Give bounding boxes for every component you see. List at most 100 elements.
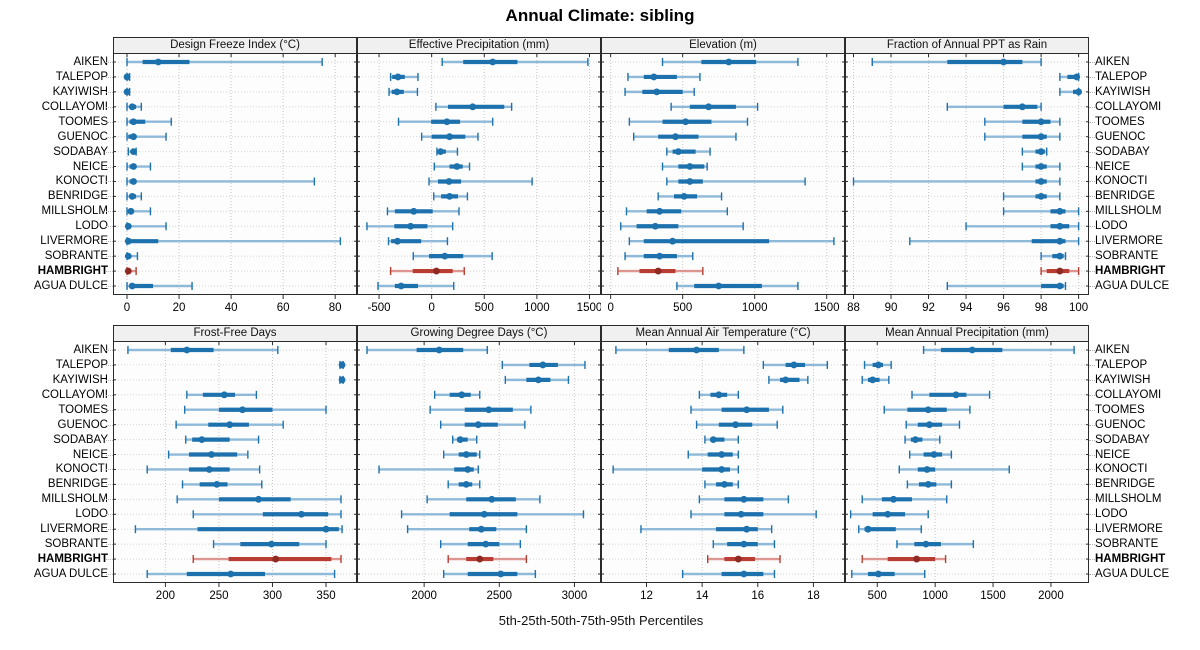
median-dot [268,540,275,548]
label-leader-line [106,211,113,213]
median-dot [130,133,137,141]
x-tick-label: 250 [209,590,228,602]
interval-row-toomes [397,117,494,126]
site-label-sobrante: SOBRANTE [44,250,108,263]
median-dot [680,193,688,200]
site-label-konocti: KONOCTI [1095,463,1148,476]
site-label-hambright: HAMBRIGHT [1095,553,1166,566]
label-leader-line [106,106,113,108]
interval-row-livermore [909,237,1080,246]
median-dot [469,103,477,111]
median-dot [653,88,661,96]
interval-row-guenoc [420,132,479,141]
site-label-lodo: LODO [75,220,108,233]
interval-row-guenoc [905,420,961,429]
label-leader-line [1089,62,1095,63]
site-label-benridge: BENRIDGE [1095,478,1156,491]
site-label-kayiwish: KAYIWISH [1095,373,1151,386]
median-dot [462,481,470,488]
label-leader-line [106,76,113,78]
median-dot [124,267,132,275]
interval-row-sodabay [904,435,941,444]
interval-row-neice [661,162,708,171]
label-leader-line [1089,106,1095,108]
median-dot [410,207,418,215]
site-label-hambright: HAMBRIGHT [1095,265,1166,278]
median-dot [445,178,453,185]
label-leader-line [1089,514,1095,516]
label-leader-line [1089,151,1095,153]
x-tick-label: 60 [277,302,290,314]
label-leader-line [106,350,113,351]
median-dot [650,73,658,81]
x-tick-label: 500 [475,302,494,314]
median-dot [435,346,443,354]
site-label-benridge: BENRIDGE [47,190,108,203]
x-axis-caption: 5th-25th-50th-75th-95th Percentiles [498,613,704,628]
x-tick-label: 1000 [922,590,948,602]
site-label-toomes: TOOMES [1095,403,1145,416]
interval-row-hambright [192,555,342,564]
median-dot [485,406,493,414]
median-dot [1056,282,1064,290]
interval-row-collayomi [946,102,1042,111]
label-leader-line [106,514,113,516]
interval-row-aiken [661,58,799,66]
interval-row-benridge [906,480,953,489]
site-label-sodabay: SODABAY [53,433,108,446]
median-dot [534,376,542,384]
median-dot [130,148,137,155]
median-dot [297,510,305,518]
label-leader-line [106,91,113,93]
panel-fraction-of-annual-ppt-as-rain: Fraction of Annual PPT as Rain 88 90 92 94 96… [845,37,1089,317]
x-tick-label: 40 [225,302,238,314]
label-leader-line [1089,544,1095,546]
label-leader-line [1089,241,1095,243]
panel-growing-degree-days-c: Growing Degree Days (°C) 2000 2500 3000 [357,325,601,605]
interval-row-benridge [433,192,469,201]
median-dot [1056,252,1064,260]
interval-row-hambright [617,267,704,276]
interval-row-sodabay [704,435,739,444]
interval-row-sodabay [666,147,711,156]
interval-row-toomes [690,405,784,414]
site-label-lodo: LODO [75,508,108,521]
label-leader-line [1089,484,1095,486]
label-leader-line [106,136,113,138]
label-leader-line [106,226,113,228]
median-dot [715,282,723,290]
interval-row-neice [126,162,152,171]
site-label-collayomi: COLLAYOMI [1095,388,1162,401]
site-label-collayomi: COLLAYOMI [1095,100,1162,113]
label-leader-line [106,529,113,531]
median-dot [1018,103,1026,111]
site-label-aiken: AIKEN [73,344,108,356]
median-dot [718,451,726,458]
label-leader-line [1089,424,1095,426]
median-dot [198,436,206,443]
median-dot [227,570,235,578]
interval-row-collayomi [126,102,143,111]
panel-plot-frost-free-days: 200 250 300 350 [113,341,357,602]
median-dot [480,510,488,518]
median-dot [130,178,137,185]
site-label-sobrante: SOBRANTE [1095,250,1159,263]
label-leader-line [106,394,113,396]
median-dot [497,570,505,578]
interval-row-guenoc [439,420,526,429]
interval-row-neice [433,162,471,171]
interval-row-sodabay [127,147,137,156]
label-leader-line [1089,439,1095,441]
median-dot [394,237,401,245]
median-dot [790,361,798,369]
site-label-toomes: TOOMES [58,403,108,416]
label-leader-line [1089,454,1095,456]
interval-row-talepop [338,360,346,369]
median-dot [720,481,728,488]
interval-row-kayiwish [861,375,890,384]
chart-title: Annual Climate: sibling [505,6,695,25]
median-dot [453,163,461,170]
interval-row-agua-dulce [377,282,455,290]
site-label-sodabay: SODABAY [1095,433,1150,446]
x-tick-label: 0 [607,302,613,314]
